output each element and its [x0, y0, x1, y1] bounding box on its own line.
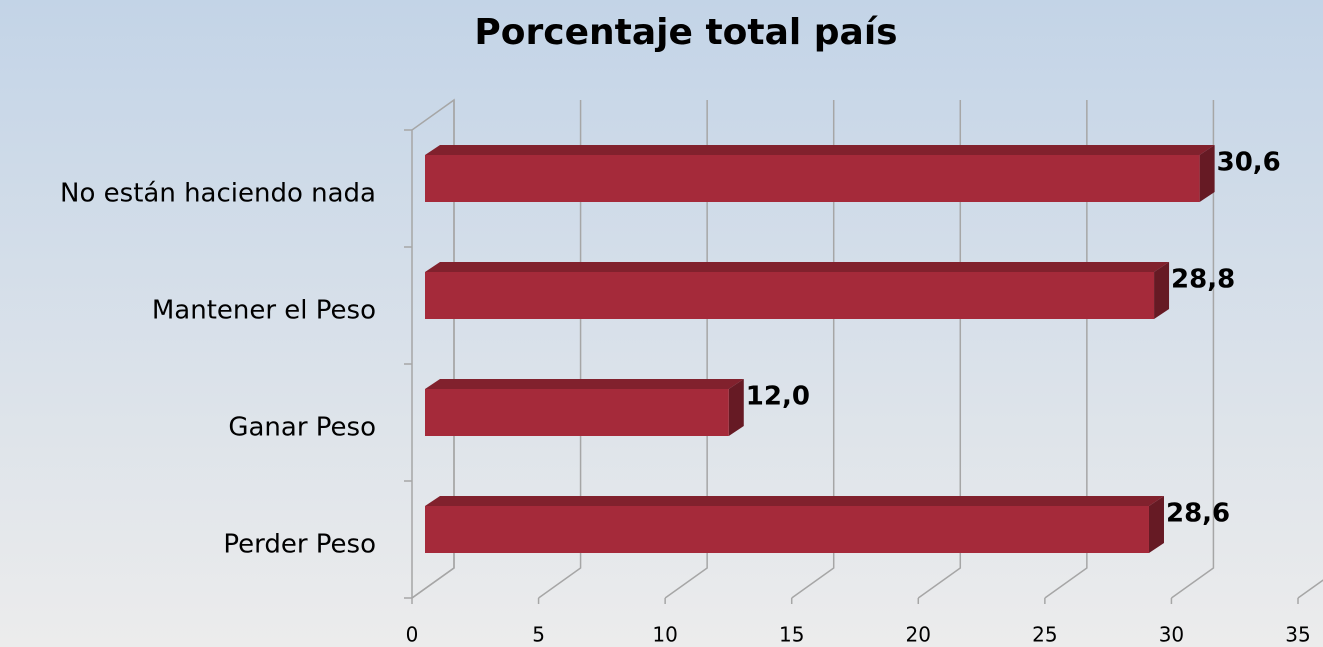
bar-top — [425, 145, 1215, 155]
x-tick-label: 0 — [406, 623, 419, 647]
y-tick-label: Ganar Peso — [228, 413, 376, 443]
grid-line — [664, 100, 708, 599]
bar-side — [1199, 145, 1215, 202]
bar — [425, 506, 1149, 553]
grid-line — [1170, 100, 1215, 599]
grid-line — [791, 100, 835, 599]
bar-top — [425, 262, 1170, 272]
value-label: 12,0 — [746, 382, 810, 412]
value-label: 28,6 — [1166, 499, 1230, 529]
bar — [425, 272, 1155, 319]
grid-line — [1297, 579, 1323, 599]
x-tick-label: 20 — [906, 623, 931, 647]
x-tick-label: 10 — [652, 623, 677, 647]
x-tick-label: 5 — [532, 623, 545, 647]
x-tick-label: 30 — [1159, 623, 1184, 647]
bar-side — [1154, 262, 1170, 319]
x-tick-label: 25 — [1032, 623, 1057, 647]
bar — [425, 155, 1200, 202]
x-tick-label: 15 — [779, 623, 804, 647]
x-tick-label: 35 — [1285, 623, 1310, 647]
grid-line — [411, 100, 455, 599]
bar — [425, 389, 729, 436]
value-label: 30,6 — [1217, 148, 1281, 178]
value-label: 28,8 — [1171, 265, 1235, 295]
bar-side — [728, 379, 744, 436]
bar-top — [425, 379, 744, 389]
y-tick-label: No están haciendo nada — [60, 179, 376, 209]
chart-title: Porcentaje total país — [474, 12, 897, 53]
grid-line — [1044, 100, 1088, 599]
y-tick-label: Mantener el Peso — [152, 296, 376, 326]
grid-line — [538, 100, 582, 599]
bar-side — [1148, 496, 1164, 553]
grid-line — [917, 100, 962, 599]
bar-top — [425, 496, 1164, 506]
y-tick-label: Perder Peso — [223, 530, 376, 560]
